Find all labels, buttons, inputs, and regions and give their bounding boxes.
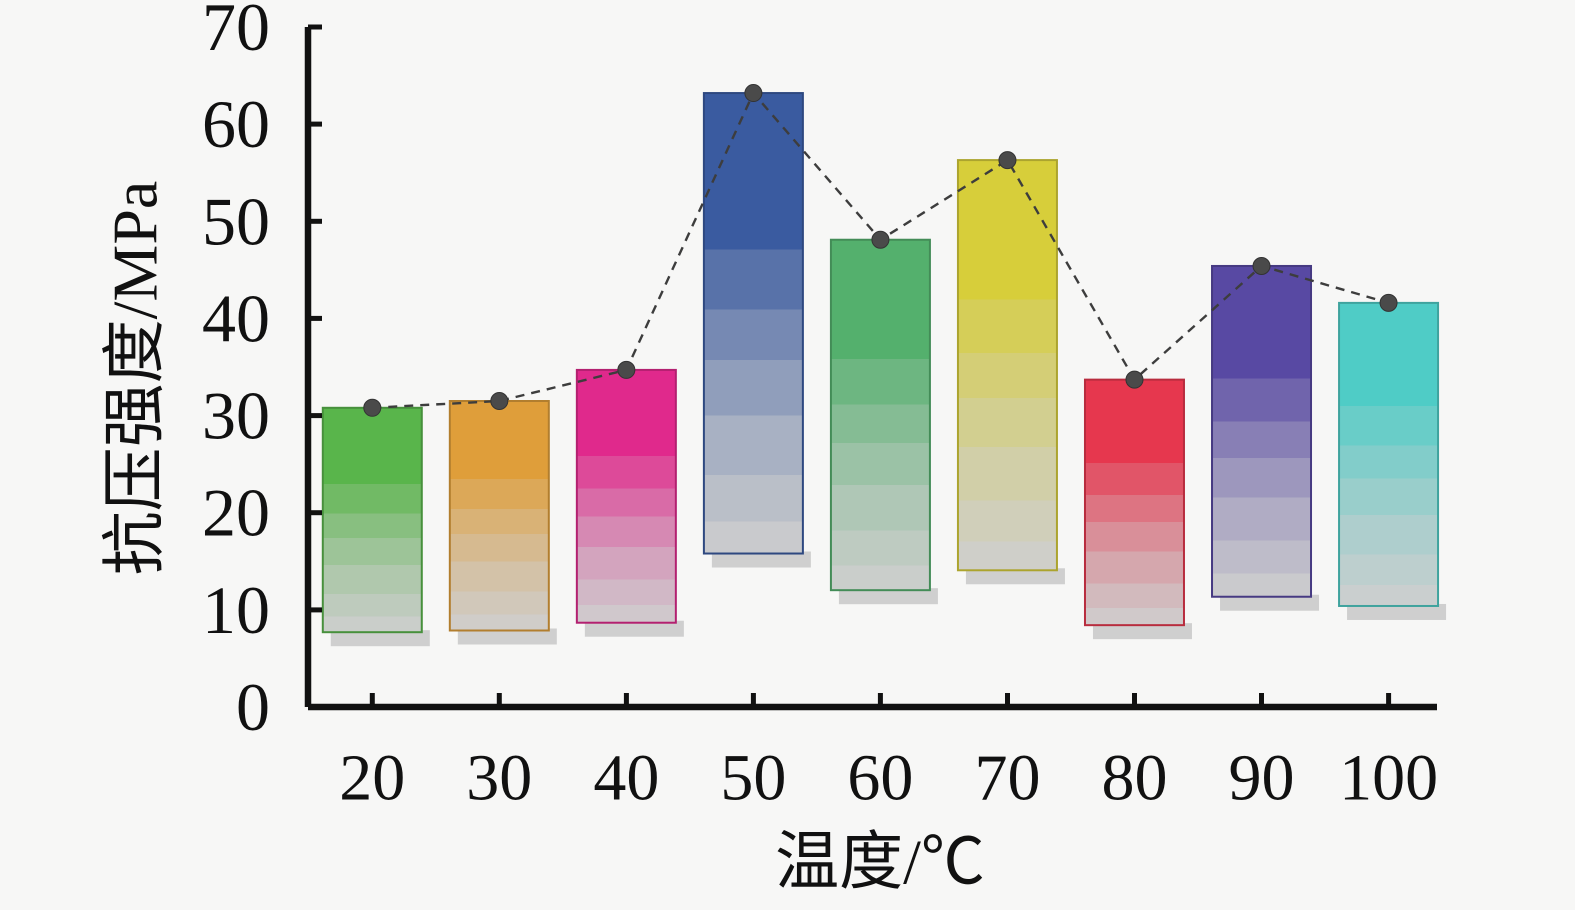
svg-text:70: 70 — [202, 0, 270, 65]
svg-text:60: 60 — [847, 741, 913, 814]
svg-text:40: 40 — [593, 741, 659, 814]
svg-text:40: 40 — [202, 280, 270, 356]
svg-text:100: 100 — [1339, 741, 1438, 814]
svg-text:90: 90 — [1229, 741, 1295, 814]
svg-text:温度/℃: 温度/℃ — [775, 827, 985, 898]
svg-text:10: 10 — [202, 572, 270, 648]
svg-text:50: 50 — [202, 183, 270, 259]
svg-text:0: 0 — [236, 669, 270, 745]
svg-text:30: 30 — [202, 378, 270, 454]
svg-text:50: 50 — [720, 741, 786, 814]
svg-text:20: 20 — [202, 475, 270, 551]
svg-text:20: 20 — [339, 741, 405, 814]
svg-text:60: 60 — [202, 86, 270, 162]
svg-text:80: 80 — [1102, 741, 1168, 814]
svg-text:30: 30 — [466, 741, 532, 814]
svg-text:抗压强度/MPa: 抗压强度/MPa — [100, 181, 171, 576]
svg-text:70: 70 — [975, 741, 1041, 814]
